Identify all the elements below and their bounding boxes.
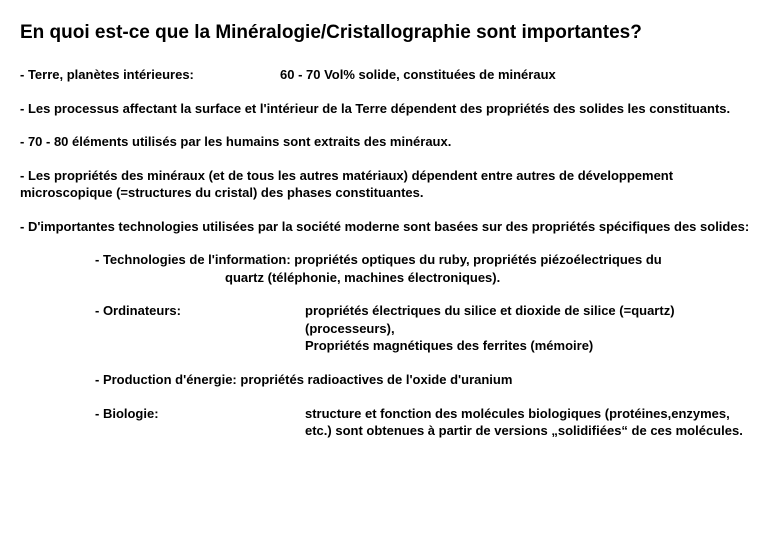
sub-biology: - Biologie: structure et fonction des mo…: [95, 405, 760, 440]
sub-biology-label: - Biologie:: [95, 405, 305, 440]
bullet-processes: - Les processus affectant la surface et …: [20, 100, 760, 118]
sub-biology-value: structure et fonction des molécules biol…: [305, 405, 760, 440]
bullet-elements: - 70 - 80 éléments utilisés par les huma…: [20, 133, 760, 151]
document-page: En quoi est-ce que la Minéralogie/Crista…: [0, 0, 780, 466]
bullet-earth-label: - Terre, planètes intérieures:: [20, 66, 280, 84]
sub-computers-label: - Ordinateurs:: [95, 302, 305, 355]
bullet-properties: - Les propriétés des minéraux (et de tou…: [20, 167, 760, 202]
sub-info-tech-line2: quartz (téléphonie, machines électroniqu…: [95, 269, 760, 287]
sub-computers-value-a: propriétés électriques du silice et diox…: [305, 302, 750, 337]
bullet-earth-value: 60 - 70 Vol% solide, constituées de miné…: [280, 66, 760, 84]
bullet-technologies: - D'importantes technologies utilisées p…: [20, 218, 760, 236]
sub-info-tech-line1: - Technologies de l'information: proprié…: [95, 252, 662, 267]
sub-computers-value-b: Propriétés magnétiques des ferrites (mém…: [305, 337, 750, 355]
sub-computers: - Ordinateurs: propriétés électriques du…: [95, 302, 760, 355]
sublist: - Technologies de l'information: proprié…: [20, 251, 760, 439]
bullet-earth: - Terre, planètes intérieures: 60 - 70 V…: [20, 66, 760, 84]
sub-energy-text: - Production d'énergie: propriétés radio…: [95, 371, 760, 389]
sub-info-tech-text: - Technologies de l'information: proprié…: [95, 251, 760, 286]
sub-info-tech: - Technologies de l'information: proprié…: [95, 251, 760, 286]
sub-energy: - Production d'énergie: propriétés radio…: [95, 371, 760, 389]
page-title: En quoi est-ce que la Minéralogie/Crista…: [20, 22, 760, 44]
sub-computers-value: propriétés électriques du silice et diox…: [305, 302, 760, 355]
